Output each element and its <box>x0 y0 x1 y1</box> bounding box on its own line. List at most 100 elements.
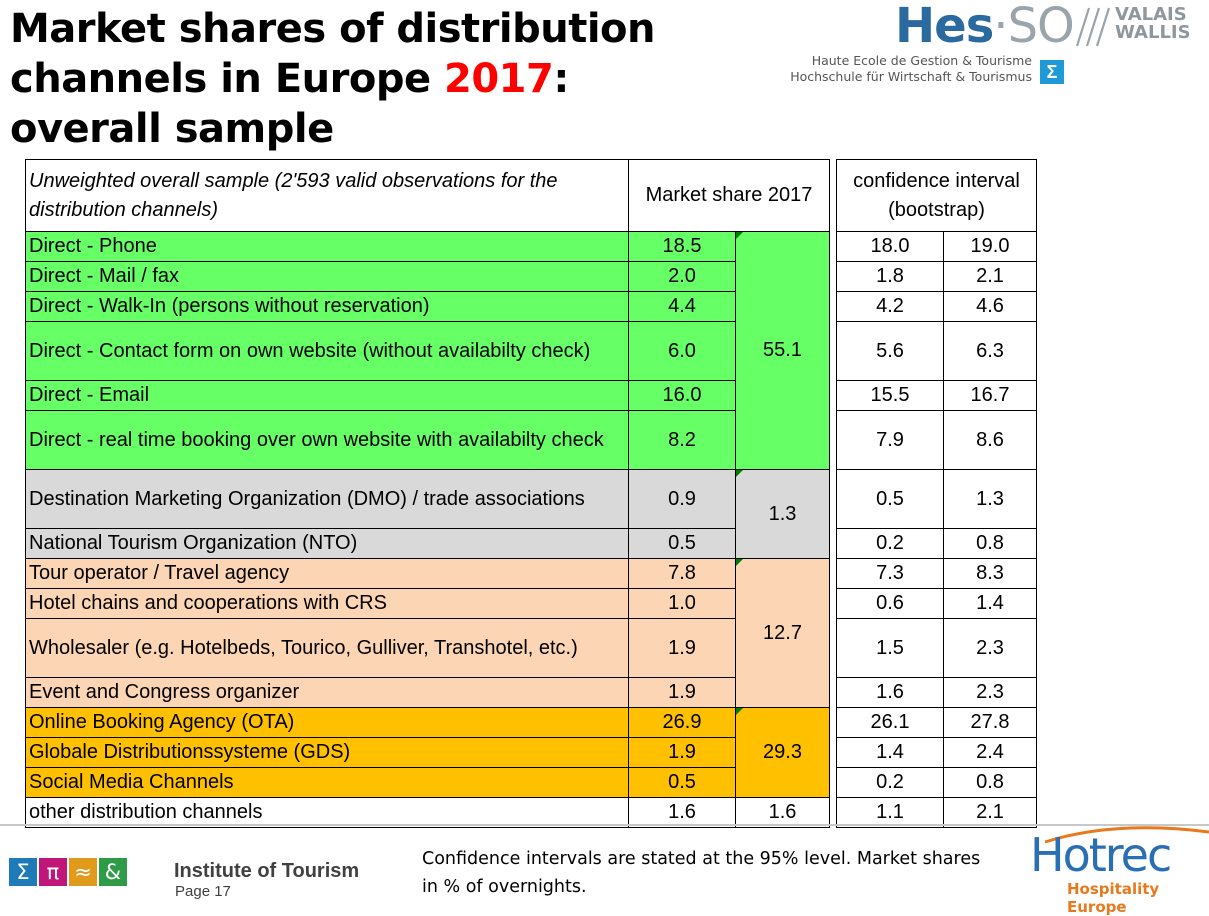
ci-upper: 6.3 <box>943 321 1037 381</box>
hotrec-logo: Hotrec Hospitality Europe <box>1025 820 1209 916</box>
channel-label: Tour operator / Travel agency <box>25 558 629 589</box>
row-gap <box>829 231 837 262</box>
ampersand-icon: & <box>99 858 127 886</box>
channel-share: 26.9 <box>628 707 736 738</box>
table-row: Hotel chains and cooperations with CRS 1.… <box>25 588 1037 619</box>
approx-icon: ≈ <box>69 858 97 886</box>
channel-share: 0.5 <box>628 528 736 559</box>
slashes-icon <box>1075 7 1111 47</box>
table-row: Globale Distributionssysteme (GDS) 1.9 1.4… <box>25 737 1037 768</box>
row-gap <box>829 797 837 828</box>
ci-lower: 1.1 <box>836 797 944 828</box>
channel-share: 0.9 <box>628 469 736 529</box>
channel-label: Direct - Walk-In (persons without reserv… <box>25 291 629 322</box>
pi-icon: π <box>39 858 67 886</box>
ci-lower: 1.8 <box>836 261 944 292</box>
channel-share: 1.9 <box>628 677 736 708</box>
hotrec-tagline: Hospitality Europe <box>1067 880 1160 916</box>
hes-so-brand-dot: · <box>993 0 1008 54</box>
ci-upper: 8.6 <box>943 410 1037 470</box>
hes-so-brand-so: SO <box>1007 0 1075 54</box>
institute-name: Institute of Tourism <box>174 860 360 882</box>
group-total-direct: 55.1 <box>735 231 830 470</box>
ci-lower: 7.9 <box>836 410 944 470</box>
header-gap <box>829 159 837 232</box>
row-gap <box>829 528 837 559</box>
table-header-row: Unweighted overall sample (2'593 valid o… <box>25 159 1037 232</box>
page-number: Page 17 <box>175 883 231 900</box>
channel-label: Direct - Mail / fax <box>25 261 629 292</box>
group-total-online: 29.3 <box>735 707 830 798</box>
row-gap <box>829 261 837 292</box>
channel-label: Event and Congress organizer <box>25 677 629 708</box>
channel-share: 0.5 <box>628 767 736 798</box>
ci-lower: 1.6 <box>836 677 944 708</box>
row-gap <box>829 588 837 619</box>
ci-upper: 4.6 <box>943 291 1037 322</box>
row-gap <box>829 707 837 738</box>
ci-lower: 1.4 <box>836 737 944 768</box>
ci-upper: 2.1 <box>943 261 1037 292</box>
channel-label: Hotel chains and cooperations with CRS <box>25 588 629 619</box>
channel-label: Social Media Channels <box>25 767 629 798</box>
ci-upper: 1.3 <box>943 469 1037 529</box>
sigma-icon: Σ <box>9 858 37 886</box>
region-line-1: VALAIS <box>1115 4 1187 25</box>
channel-share: 2.0 <box>628 261 736 292</box>
table-row: other distribution channels 1.6 1.6 1.1 2.1 <box>25 797 1037 828</box>
row-gap <box>829 558 837 589</box>
ci-lower: 1.5 <box>836 618 944 678</box>
table-row: National Tourism Organization (NTO) 0.5 0.… <box>25 528 1037 559</box>
ci-upper: 0.8 <box>943 528 1037 559</box>
ci-upper: 2.1 <box>943 797 1037 828</box>
table-row: Direct - Walk-In (persons without reserv… <box>25 291 1037 322</box>
table-row: Direct - Phone 18.5 55.1 18.0 19.0 <box>25 231 1037 470</box>
title-text-before: Market shares of distribution channels i… <box>10 6 656 102</box>
channel-label: Destination Marketing Organization (DMO)… <box>25 469 629 529</box>
hes-so-logo: Hes·SO VALAIS WALLIS Haute Ecole de Gest… <box>770 0 1200 95</box>
table-row: Online Booking Agency (OTA) 26.9 29.3 26.1 2… <box>25 707 1037 798</box>
ci-lower: 0.5 <box>836 469 944 529</box>
title-text-after: : overall sample <box>10 56 569 152</box>
table-row: Direct - Email 16.0 15.5 16.7 <box>25 380 1037 411</box>
page-title: Market shares of distribution channels i… <box>10 4 730 154</box>
ci-upper: 2.4 <box>943 737 1037 768</box>
channel-share: 1.6 <box>628 797 736 828</box>
ci-lower: 0.2 <box>836 528 944 559</box>
ci-upper: 8.3 <box>943 558 1037 589</box>
row-gap <box>829 380 837 411</box>
school-name: Haute Ecole de Gestion & Tourisme Hochsc… <box>790 53 1032 85</box>
row-gap <box>829 677 837 708</box>
hes-so-brand: Hes·SO <box>895 0 1075 54</box>
channel-share: 16.0 <box>628 380 736 411</box>
channel-label: Wholesaler (e.g. Hotelbeds, Tourico, Gul… <box>25 618 629 678</box>
row-gap <box>829 291 837 322</box>
channel-label: Direct - Contact form on own website (wi… <box>25 321 629 381</box>
row-gap <box>829 767 837 798</box>
channel-share: 1.9 <box>628 737 736 768</box>
table-row: Direct - Mail / fax 2.0 1.8 2.1 <box>25 261 1037 292</box>
ci-upper: 0.8 <box>943 767 1037 798</box>
table-row: Tour operator / Travel agency 7.8 12.7 7.3 8… <box>25 558 1037 708</box>
channel-label: other distribution channels <box>25 797 629 828</box>
hes-so-brand-main: Hes <box>895 0 994 54</box>
hotrec-wordmark: Hotrec <box>1030 828 1172 882</box>
ci-lower: 26.1 <box>836 707 944 738</box>
table-row: Direct - Contact form on own website (wi… <box>25 321 1037 381</box>
channel-label: Direct - Phone <box>25 231 629 262</box>
footnote: Confidence intervals are stated at the 9… <box>422 849 981 897</box>
channel-share: 7.8 <box>628 558 736 589</box>
channel-label: Globale Distributionssysteme (GDS) <box>25 737 629 768</box>
group-total-intermediary: 12.7 <box>735 558 830 708</box>
channel-share: 4.4 <box>628 291 736 322</box>
school-name-line-2: Hochschule für Wirtschaft & Tourismus <box>790 69 1032 84</box>
group-total-dmo: 1.3 <box>735 469 830 559</box>
ci-lower: 4.2 <box>836 291 944 322</box>
ci-lower: 15.5 <box>836 380 944 411</box>
footer-divider <box>0 824 1209 826</box>
channel-label: Online Booking Agency (OTA) <box>25 707 629 738</box>
channel-label: Direct - Email <box>25 380 629 411</box>
header-description: Unweighted overall sample (2'593 valid o… <box>25 159 629 232</box>
ci-lower: 0.6 <box>836 588 944 619</box>
